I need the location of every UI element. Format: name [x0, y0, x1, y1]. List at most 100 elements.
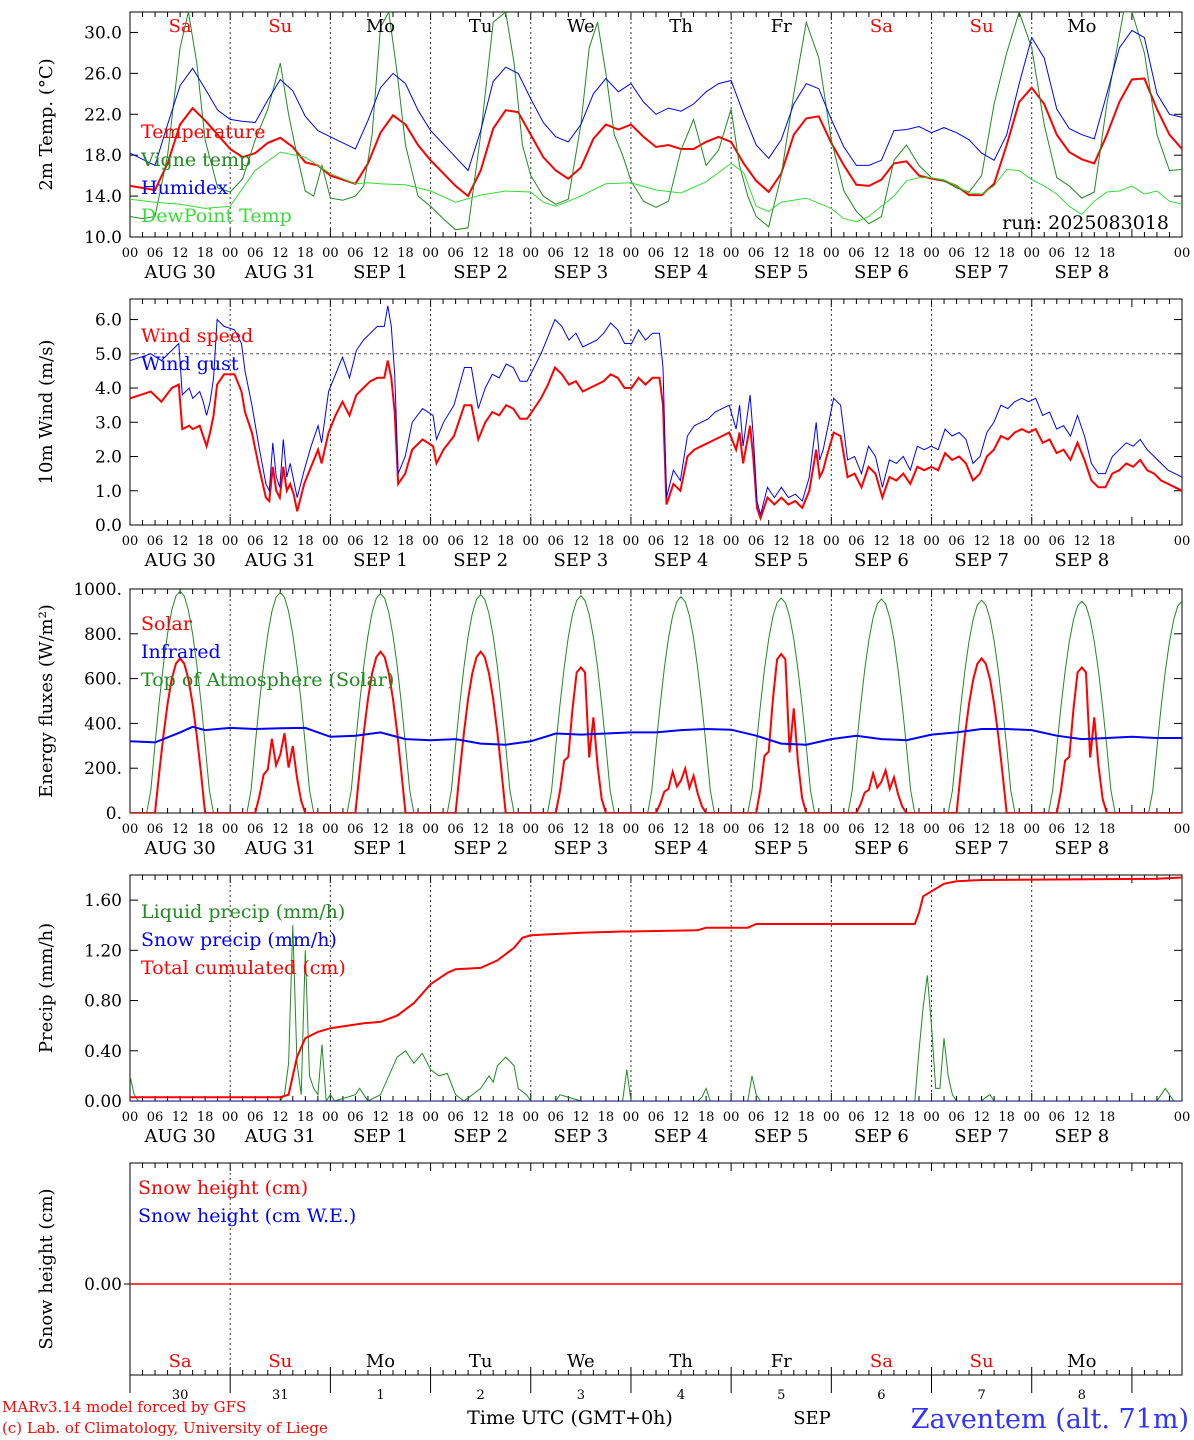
day-number: 1 — [376, 1388, 384, 1403]
y-tick-label: 30.0 — [84, 23, 122, 43]
series-group — [130, 876, 1182, 1101]
hour-label: 00 — [1174, 534, 1191, 549]
hour-label: 00 — [122, 1110, 139, 1125]
day-number: 3 — [577, 1388, 585, 1403]
hour-label: 18 — [297, 1110, 314, 1125]
hour-label: 12 — [873, 534, 890, 549]
hour-label: 00 — [623, 822, 640, 837]
hour-label: 00 — [923, 822, 940, 837]
y-tick-label: 1.60 — [84, 891, 122, 911]
day-number: 5 — [777, 1388, 785, 1403]
y-axis-title: Snow height (cm) — [36, 1188, 57, 1349]
hour-label: 00 — [1174, 246, 1191, 261]
credit-line1: MARv3.14 model forced by GFS — [2, 1398, 246, 1416]
hour-label: 00 — [122, 534, 139, 549]
hour-label: 12 — [973, 534, 990, 549]
hour-label: 18 — [397, 534, 414, 549]
series-line — [130, 876, 1182, 1099]
hour-label: 18 — [197, 534, 214, 549]
hour-label: 00 — [322, 534, 339, 549]
hour-label: 12 — [673, 1110, 690, 1125]
hour-label: 00 — [623, 1110, 640, 1125]
legend-item: DewPoint Temp — [141, 205, 292, 227]
y-tick-label: 10.0 — [84, 228, 122, 248]
hour-label: 06 — [948, 534, 965, 549]
day-name: Sa — [870, 1351, 893, 1372]
hour-label: 00 — [623, 534, 640, 549]
hour-label: 12 — [973, 1110, 990, 1125]
hour-label: 18 — [397, 1110, 414, 1125]
credit-line2: (c) Lab. of Climatology, University of L… — [2, 1419, 328, 1437]
day-number: 4 — [677, 1388, 685, 1403]
day-name: Su — [268, 16, 292, 37]
hour-label: 12 — [1074, 822, 1091, 837]
hour-label: 18 — [998, 1110, 1015, 1125]
hour-label: 00 — [522, 1110, 539, 1125]
hour-label: 06 — [848, 246, 865, 261]
y-tick-label: 200. — [84, 759, 122, 779]
hour-label: 06 — [648, 1110, 665, 1125]
hour-label: 18 — [798, 1110, 815, 1125]
date-label: SEP 6 — [854, 550, 909, 571]
hour-label: 00 — [923, 534, 940, 549]
legend-item: Liquid precip (mm/h) — [141, 901, 345, 923]
date-label: SEP 5 — [754, 262, 809, 283]
hour-label: 12 — [472, 246, 489, 261]
hour-label: 06 — [147, 534, 164, 549]
hour-label: 12 — [873, 1110, 890, 1125]
hour-label: 00 — [1023, 822, 1040, 837]
hour-label: 18 — [798, 822, 815, 837]
date-label: SEP 5 — [754, 838, 809, 859]
date-label: SEP 7 — [954, 550, 1009, 571]
hour-label: 06 — [347, 246, 364, 261]
hour-label: 06 — [1048, 1110, 1065, 1125]
day-name: Sa — [169, 16, 192, 37]
hour-label: 18 — [698, 246, 715, 261]
hour-label: 06 — [447, 246, 464, 261]
series-line — [130, 360, 1182, 522]
date-label: SEP 3 — [553, 550, 608, 571]
series-line — [130, 29, 1182, 172]
station-label: Zaventem (alt. 71m) — [911, 1404, 1189, 1435]
series-toa-line — [130, 590, 1182, 813]
day-number: 2 — [477, 1388, 485, 1403]
date-label: SEP 4 — [654, 550, 709, 571]
hour-label: 00 — [723, 534, 740, 549]
y-tick-label: 2.0 — [95, 448, 122, 468]
legend-item: Vigne temp — [140, 149, 251, 171]
day-name: Th — [669, 1351, 693, 1372]
y-tick-label: 1000. — [73, 580, 122, 600]
day-name: Su — [268, 1351, 292, 1372]
hour-label: 12 — [773, 534, 790, 549]
series-line — [130, 151, 1182, 223]
hour-label: 12 — [873, 246, 890, 261]
day-name: We — [567, 16, 595, 37]
day-number: 8 — [1078, 1388, 1086, 1403]
hour-label: 00 — [823, 246, 840, 261]
hour-label: 00 — [522, 822, 539, 837]
hour-label: 12 — [272, 534, 289, 549]
hour-label: 18 — [998, 246, 1015, 261]
hour-label: 06 — [347, 822, 364, 837]
hour-label: 18 — [1099, 246, 1116, 261]
hour-label: 18 — [297, 246, 314, 261]
hour-label: 18 — [598, 822, 615, 837]
hour-label: 12 — [272, 246, 289, 261]
hour-label: 06 — [748, 1110, 765, 1125]
hour-label: 00 — [422, 822, 439, 837]
series-line — [130, 12, 1182, 231]
hour-label: 06 — [648, 246, 665, 261]
date-label: SEP 6 — [854, 1126, 909, 1147]
day-name: Mo — [366, 16, 395, 37]
hour-label: 12 — [472, 534, 489, 549]
date-label: SEP 2 — [453, 1126, 508, 1147]
hour-label: 18 — [297, 822, 314, 837]
hour-label: 00 — [723, 1110, 740, 1125]
hour-label: 06 — [247, 1110, 264, 1125]
date-label: SEP 4 — [654, 1126, 709, 1147]
hour-label: 12 — [573, 822, 590, 837]
hour-label: 12 — [573, 246, 590, 261]
date-label: AUG 31 — [244, 550, 316, 571]
legend-item: Wind speed — [141, 325, 253, 347]
